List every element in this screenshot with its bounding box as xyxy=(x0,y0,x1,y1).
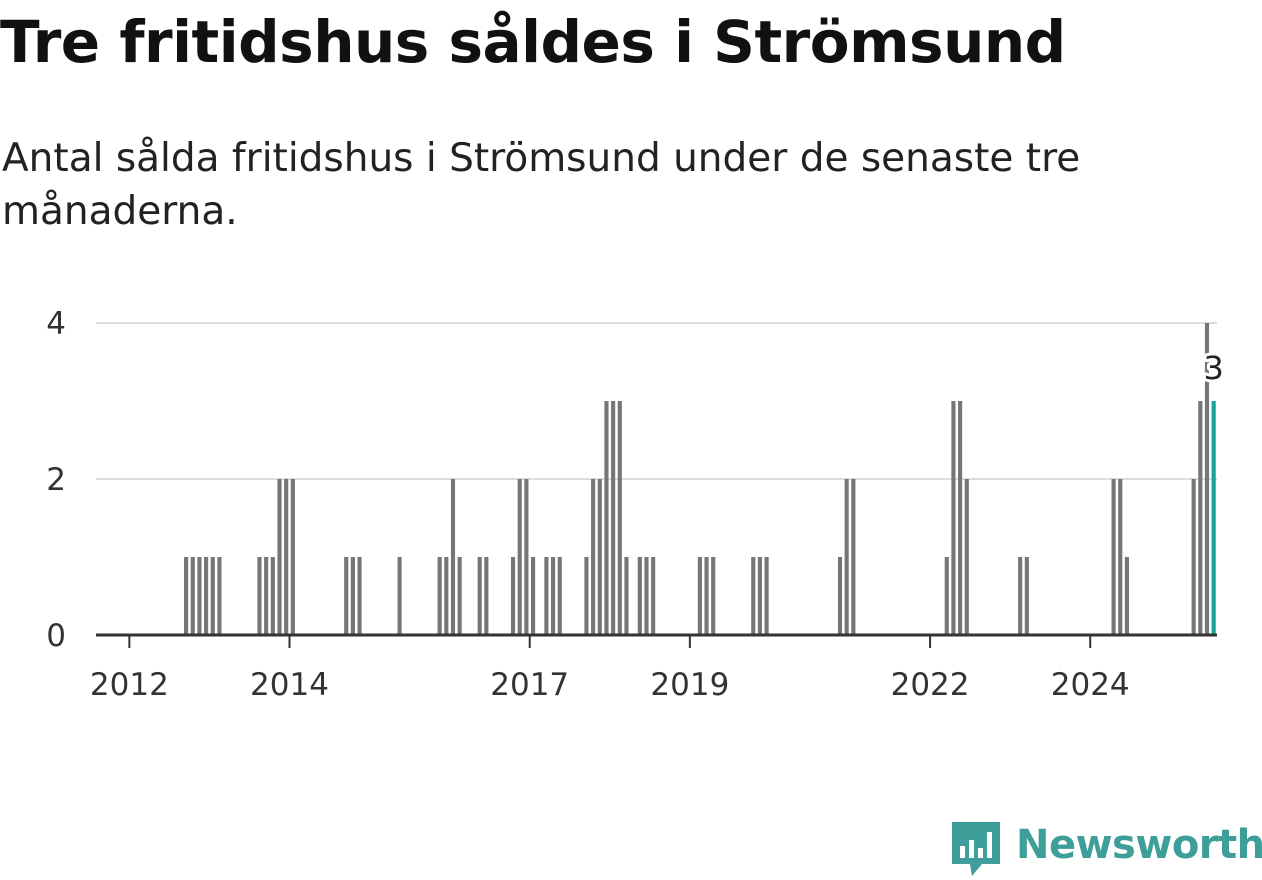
bar xyxy=(757,557,762,635)
bar xyxy=(764,557,769,635)
bar xyxy=(477,557,482,635)
bar xyxy=(1204,323,1210,635)
chart-title: Tre fritidshus såldes i Strömsund xyxy=(0,8,1066,76)
bar xyxy=(257,557,262,635)
bar xyxy=(644,557,649,635)
bar xyxy=(264,557,269,635)
bar xyxy=(637,557,642,635)
bar xyxy=(604,401,609,635)
bar xyxy=(1198,401,1203,635)
newsworthy-logo-text: Newsworthy xyxy=(1016,822,1262,868)
bar xyxy=(557,557,562,635)
bar xyxy=(591,479,596,635)
bar xyxy=(1191,479,1196,635)
x-tick-label: 2014 xyxy=(250,667,329,703)
bar xyxy=(350,557,355,635)
chart-subtitle: Antal sålda fritidshus i Strömsund under… xyxy=(2,136,1081,234)
bar xyxy=(944,557,949,635)
bar xyxy=(190,557,195,635)
bar-highlight xyxy=(1211,401,1216,635)
bar xyxy=(751,557,756,635)
bar xyxy=(357,557,362,635)
bar xyxy=(397,557,402,635)
bar xyxy=(704,557,709,635)
bar xyxy=(958,401,963,635)
bar xyxy=(1118,479,1123,635)
bar xyxy=(617,401,622,635)
bar xyxy=(611,401,616,635)
bar xyxy=(1018,557,1023,635)
bar xyxy=(270,557,275,635)
bar xyxy=(1111,479,1116,635)
y-tick-label: 0 xyxy=(46,618,66,654)
bar xyxy=(437,557,442,635)
bar xyxy=(290,479,295,635)
bar xyxy=(484,557,489,635)
bar xyxy=(964,479,969,635)
bar xyxy=(544,557,549,635)
newsworthy-logo-icon xyxy=(952,822,1000,876)
bar xyxy=(450,479,456,635)
bar xyxy=(851,479,856,635)
bar xyxy=(277,479,282,635)
bar xyxy=(510,557,516,635)
bar xyxy=(444,557,449,635)
bar xyxy=(551,557,556,635)
bar xyxy=(584,557,589,635)
bar xyxy=(184,557,189,635)
bar xyxy=(344,557,349,635)
bar xyxy=(284,479,289,635)
bar xyxy=(837,557,843,635)
y-tick-label: 2 xyxy=(46,462,66,498)
bar xyxy=(711,557,716,635)
bar xyxy=(697,557,702,635)
data-label-halo: 3 xyxy=(1203,349,1223,387)
bar xyxy=(1024,557,1029,635)
data-label: 3 xyxy=(1203,349,1223,387)
y-tick-label: 4 xyxy=(46,306,66,342)
bar xyxy=(217,557,222,635)
bar xyxy=(530,557,536,635)
bar xyxy=(651,557,656,635)
bar xyxy=(951,401,956,635)
bar xyxy=(844,479,849,635)
bar xyxy=(210,557,215,635)
x-tick-label: 2012 xyxy=(90,667,169,703)
x-tick-label: 2024 xyxy=(1051,667,1130,703)
bar xyxy=(1124,557,1129,635)
bar xyxy=(517,479,522,635)
bar xyxy=(197,557,202,635)
bar xyxy=(204,557,209,635)
bar xyxy=(524,479,529,635)
bar xyxy=(457,557,462,635)
x-tick-label: 2017 xyxy=(490,667,569,703)
bar xyxy=(597,479,602,635)
x-tick-label: 2019 xyxy=(650,667,729,703)
bar xyxy=(624,557,629,635)
x-tick-label: 2022 xyxy=(891,667,970,703)
newsworthy-logo[interactable]: Newsworthy xyxy=(950,818,1262,880)
